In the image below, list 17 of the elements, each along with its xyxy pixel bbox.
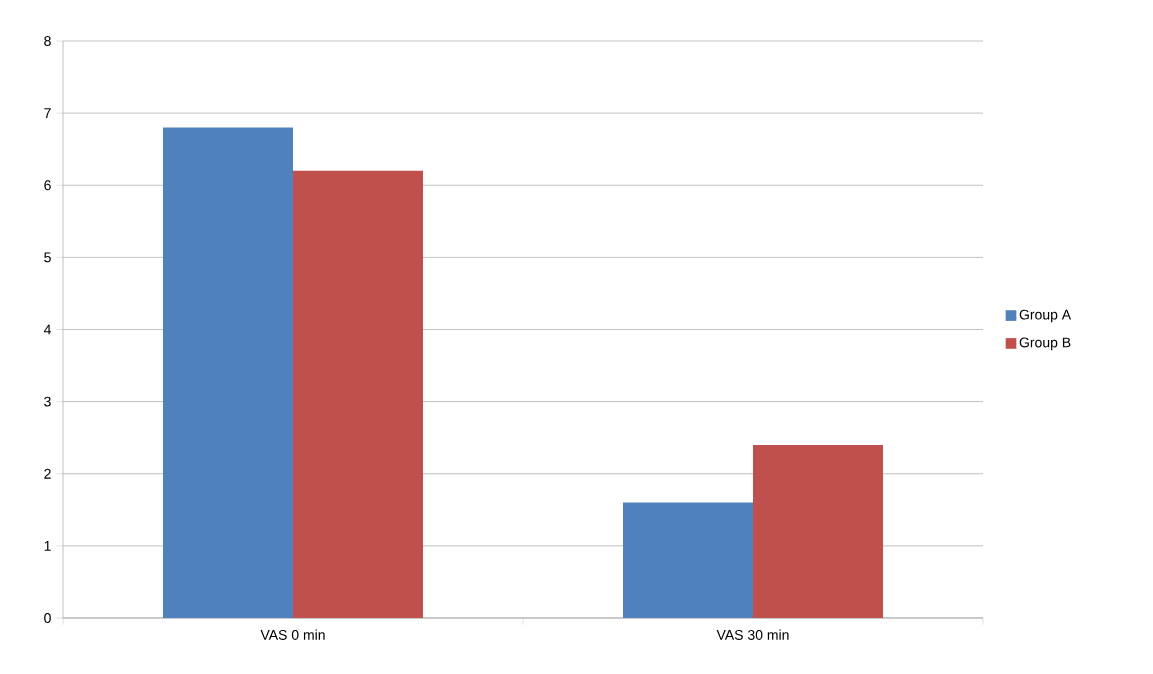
bar xyxy=(753,444,883,618)
x-tick-label: VAS 30 min xyxy=(716,629,789,640)
legend-label: Group B xyxy=(1019,337,1071,351)
bar xyxy=(163,127,294,618)
y-tick-label: 7 xyxy=(44,108,51,118)
y-tick-label: 2 xyxy=(44,468,51,479)
bar xyxy=(293,170,423,618)
y-tick-label: 1 xyxy=(44,541,51,551)
y-tick-label: 0 xyxy=(44,613,51,623)
legend-label: Group A xyxy=(1019,309,1072,323)
x-tick-label: VAS 0 min xyxy=(260,629,325,640)
y-tick-label: 4 xyxy=(43,324,51,335)
y-tick-label: 5 xyxy=(44,252,51,263)
bar xyxy=(623,502,753,618)
y-tick-label: 8 xyxy=(44,36,51,46)
y-tick-label: 3 xyxy=(44,396,51,407)
y-tick-label: 6 xyxy=(44,180,51,191)
